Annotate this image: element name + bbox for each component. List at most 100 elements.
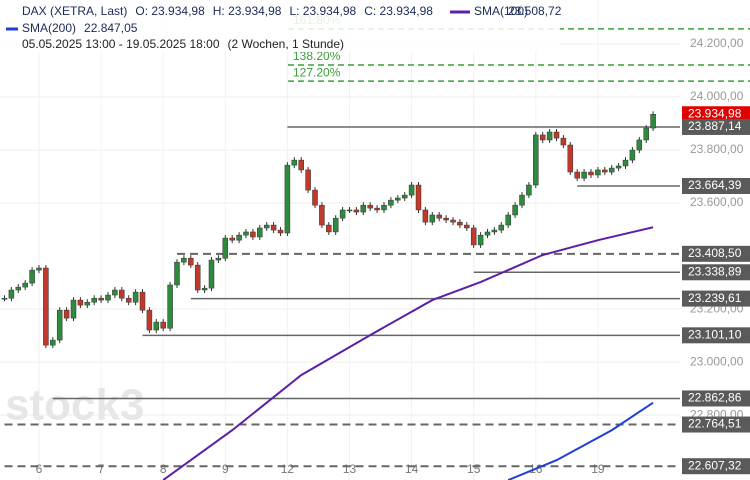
candle: [319, 204, 325, 226]
candle: [436, 214, 442, 219]
candle: [22, 282, 28, 288]
candle: [298, 159, 304, 171]
candle: [353, 209, 360, 213]
candle: [139, 291, 146, 311]
candle: [132, 291, 139, 303]
candle: [70, 299, 77, 319]
header-text: 22.847,05: [84, 21, 138, 35]
candle: [560, 137, 567, 146]
level-label: 22.764,51: [688, 417, 742, 431]
candle: [491, 229, 498, 233]
header-text: SMA(200): [22, 21, 76, 35]
level-label: 23.408,50: [688, 246, 742, 260]
level-label: 23.887,14: [688, 119, 742, 133]
level-box: [682, 390, 750, 407]
candle: [622, 159, 629, 167]
candle: [270, 224, 277, 231]
candle: [401, 194, 408, 199]
candle: [29, 269, 35, 284]
x-tick-label: 13: [343, 462, 357, 476]
candle: [43, 267, 49, 346]
candle: [181, 257, 187, 263]
level-box: [682, 458, 750, 475]
candle: [539, 134, 546, 141]
candle: [643, 127, 649, 141]
candle: [498, 224, 505, 231]
candle: [243, 231, 249, 236]
level-label: 23.664,39: [688, 178, 742, 192]
candle: [284, 164, 291, 234]
candle: [588, 171, 594, 176]
level-box: [682, 106, 750, 123]
candle: [388, 199, 394, 206]
header-bg: [0, 0, 560, 52]
candle: [415, 184, 422, 211]
x-tick-label: 6: [36, 462, 43, 476]
candle: [160, 321, 166, 329]
candle: [263, 224, 270, 229]
candle: [484, 231, 491, 236]
level-box: [682, 327, 750, 344]
fib-label: 127.20%: [293, 65, 341, 79]
candle: [608, 167, 615, 173]
header-text: DAX (XETRA, Last): [22, 4, 127, 18]
candle: [326, 224, 332, 233]
candle: [360, 204, 367, 213]
candle: [526, 184, 532, 196]
candle: [91, 297, 97, 303]
candle: [602, 169, 608, 173]
y-tick-label: 24.200,00: [690, 36, 744, 50]
candle: [581, 171, 587, 179]
candle: [84, 301, 91, 306]
candle: [257, 227, 263, 238]
level-label: 22.862,86: [688, 391, 742, 405]
candle: [346, 209, 353, 212]
candle: [512, 204, 518, 216]
candle: [250, 231, 256, 238]
candle: [215, 257, 222, 261]
candle: [1, 297, 8, 300]
candle: [146, 309, 153, 331]
candle: [125, 297, 132, 303]
candle: [450, 219, 456, 223]
candle: [615, 165, 622, 169]
fib-label: 138.20%: [293, 49, 341, 63]
candle: [236, 234, 242, 241]
x-tick-label: 12: [281, 462, 295, 476]
candle: [429, 214, 436, 223]
candle: [167, 284, 173, 329]
watermark: stock3: [5, 381, 144, 430]
header-text: 23.508,72: [508, 4, 562, 18]
y-tick-label: 23.000,00: [690, 354, 744, 368]
x-tick-label: 14: [405, 462, 419, 476]
candle: [367, 204, 373, 209]
sma-line: [507, 401, 654, 480]
x-tick-label: 19: [591, 462, 605, 476]
candle: [422, 209, 429, 223]
candle: [8, 289, 15, 299]
level-box: [682, 245, 750, 262]
candle: [395, 197, 401, 201]
candle: [201, 287, 208, 291]
candle: [374, 207, 380, 211]
candle: [636, 139, 643, 151]
candle: [470, 227, 477, 246]
candle: [457, 221, 463, 226]
candle: [505, 214, 511, 226]
candle: [553, 131, 560, 139]
candle: [36, 267, 42, 271]
candle: [574, 171, 580, 179]
candle: [112, 289, 118, 296]
candle: [77, 299, 84, 306]
level-label: 23.239,61: [688, 291, 742, 305]
level-box: [682, 118, 750, 135]
level-box: [682, 264, 750, 281]
candle: [56, 309, 63, 341]
candle: [408, 184, 415, 196]
level-box: [682, 290, 750, 307]
candle: [567, 144, 574, 173]
candle: [546, 131, 553, 141]
candle: [277, 229, 284, 234]
candle: [15, 286, 22, 291]
